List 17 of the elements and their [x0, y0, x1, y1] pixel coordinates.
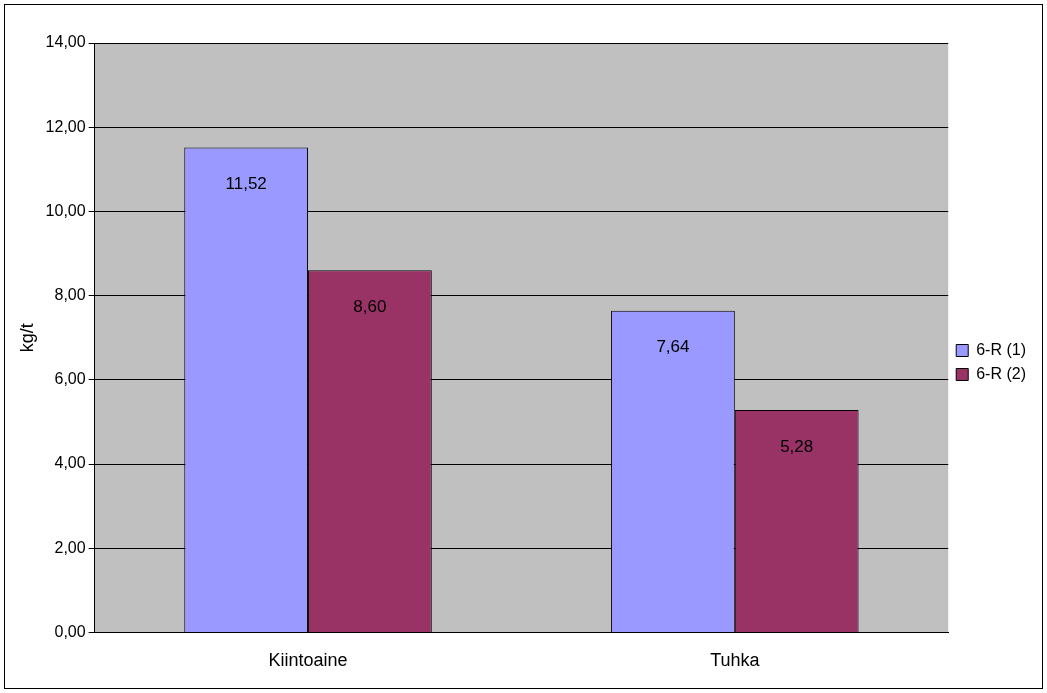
data-label: 5,28 — [780, 436, 814, 456]
data-label: 8,60 — [353, 297, 387, 317]
data-label: 11,52 — [225, 174, 267, 194]
data-label: 7,64 — [656, 337, 690, 357]
y-tick-label: 12,00 — [45, 117, 86, 135]
y-tick-label: 0,00 — [54, 622, 86, 640]
y-tick-label: 8,00 — [54, 286, 86, 304]
x-tick-label: Tuhka — [710, 650, 761, 671]
x-tick-label: Kiintoaine — [268, 650, 348, 671]
y-tick-label: 4,00 — [54, 454, 86, 472]
legend-label: 6-R (2) — [976, 364, 1026, 382]
y-tick-label: 10,00 — [45, 201, 86, 219]
legend-label: 6-R (1) — [976, 340, 1026, 358]
y-axis-title: kg/t — [16, 323, 37, 353]
y-tick-label: 6,00 — [54, 370, 86, 388]
y-tick-label: 14,00 — [45, 33, 86, 51]
y-tick-label: 2,00 — [54, 538, 86, 556]
